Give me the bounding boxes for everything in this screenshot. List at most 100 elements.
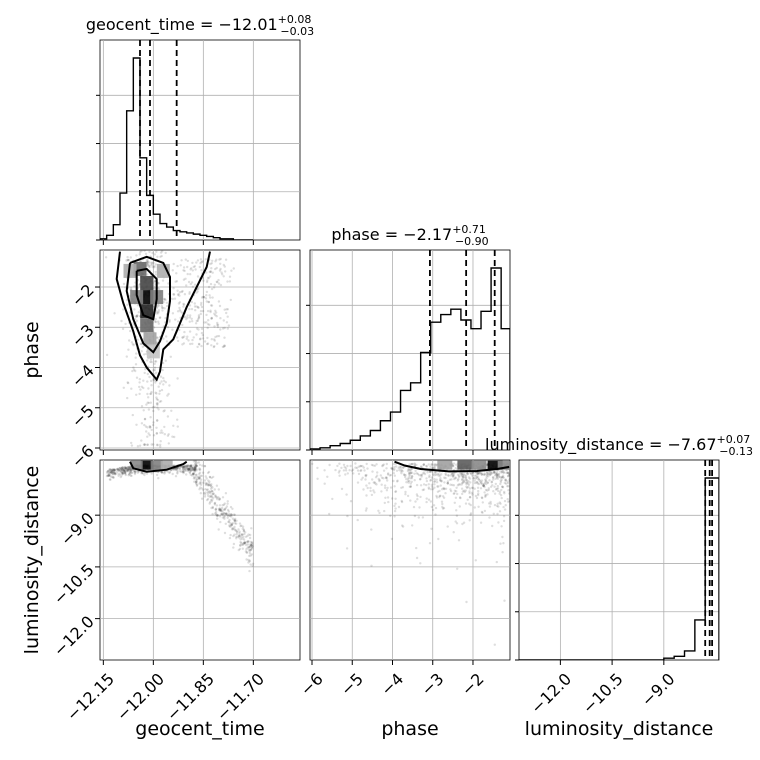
sample-point — [189, 464, 193, 467]
sample-point — [480, 473, 484, 476]
sample-point — [418, 478, 422, 481]
sample-point — [454, 520, 457, 523]
sample-point — [225, 512, 228, 516]
sample-point — [394, 490, 397, 493]
sample-point — [404, 474, 407, 477]
sample-point — [433, 477, 436, 481]
sample-point — [249, 543, 252, 547]
panel-luminosity_distance-vs-phase — [309, 459, 511, 661]
sample-point — [240, 524, 243, 527]
sample-point — [143, 418, 147, 421]
sample-point — [163, 307, 166, 310]
sample-point — [498, 510, 502, 513]
sample-point — [458, 505, 461, 508]
sample-point — [182, 470, 186, 473]
sample-point — [224, 270, 227, 273]
sample-point — [344, 473, 347, 476]
sample-point — [508, 492, 510, 495]
sample-point — [219, 508, 222, 511]
sample-point — [156, 403, 159, 406]
sample-point — [211, 512, 214, 516]
sample-point — [483, 481, 487, 484]
sample-point — [222, 319, 225, 322]
sample-point — [505, 469, 508, 472]
sample-point — [183, 467, 187, 470]
sample-point — [496, 504, 499, 508]
sample-point — [212, 345, 215, 349]
sample-point — [125, 469, 129, 472]
sample-point — [208, 275, 212, 278]
sample-point — [204, 488, 207, 491]
sample-point — [365, 462, 368, 466]
sample-point — [480, 510, 484, 514]
sample-point — [409, 485, 412, 488]
sample-point — [247, 545, 250, 549]
density-cell-3 — [160, 460, 173, 470]
sample-point — [135, 423, 138, 426]
sample-point — [113, 471, 116, 474]
sample-point — [231, 528, 235, 531]
sample-point — [177, 302, 181, 305]
sample-point — [189, 465, 192, 468]
sample-point — [197, 315, 201, 318]
sample-point — [215, 513, 218, 516]
sample-point — [215, 513, 218, 517]
sample-point — [111, 468, 114, 472]
sample-point — [126, 466, 129, 469]
sample-point — [433, 486, 436, 489]
sample-point — [192, 466, 195, 469]
sample-point — [206, 309, 210, 313]
sample-point — [385, 489, 389, 492]
sample-point — [452, 474, 455, 477]
sample-point — [193, 477, 196, 480]
sample-point — [136, 314, 139, 317]
sample-point — [177, 467, 180, 470]
sample-point — [232, 546, 235, 549]
sample-point — [508, 478, 510, 481]
sample-point — [201, 337, 205, 340]
sample-point — [233, 525, 236, 529]
sample-point — [188, 471, 191, 474]
sample-point — [120, 471, 123, 474]
sample-point — [133, 470, 136, 473]
sample-point — [217, 334, 221, 338]
sample-point — [187, 339, 190, 342]
x-tick-label-luminosity_distance-1: −10.5 — [579, 669, 627, 717]
sample-point — [427, 498, 431, 501]
density-luminosity_distance_vs_geocent_time — [130, 460, 173, 470]
sample-point — [167, 392, 170, 396]
sample-point — [419, 495, 422, 499]
sample-point — [490, 471, 494, 475]
sample-point — [499, 476, 502, 479]
sample-point — [382, 469, 386, 472]
contour-phase_vs_geocent_time-2 — [135, 267, 158, 321]
sample-point — [140, 439, 143, 442]
sample-point — [186, 314, 189, 317]
sample-point — [127, 469, 130, 472]
sample-point — [453, 477, 456, 481]
sample-point — [162, 410, 165, 413]
hist-luminosity_distance-frame — [518, 459, 720, 661]
sample-point — [407, 468, 410, 471]
sample-point — [124, 470, 127, 473]
sample-point — [182, 303, 186, 306]
sample-point — [388, 474, 391, 477]
sample-point — [219, 283, 223, 287]
sample-point — [460, 487, 464, 490]
sample-point — [162, 471, 165, 474]
sample-point — [506, 482, 510, 485]
sample-point — [446, 481, 449, 485]
sample-point — [465, 472, 469, 475]
sample-point — [461, 481, 465, 484]
sample-point — [249, 544, 252, 548]
sample-point — [481, 511, 484, 514]
sample-point — [245, 551, 249, 554]
sample-point — [176, 289, 179, 292]
sample-point — [422, 463, 425, 466]
sample-point — [133, 285, 136, 288]
sample-point — [232, 542, 236, 546]
sample-point — [197, 477, 200, 481]
sample-point — [500, 471, 503, 474]
sample-point — [211, 490, 214, 493]
sample-point — [485, 482, 488, 486]
